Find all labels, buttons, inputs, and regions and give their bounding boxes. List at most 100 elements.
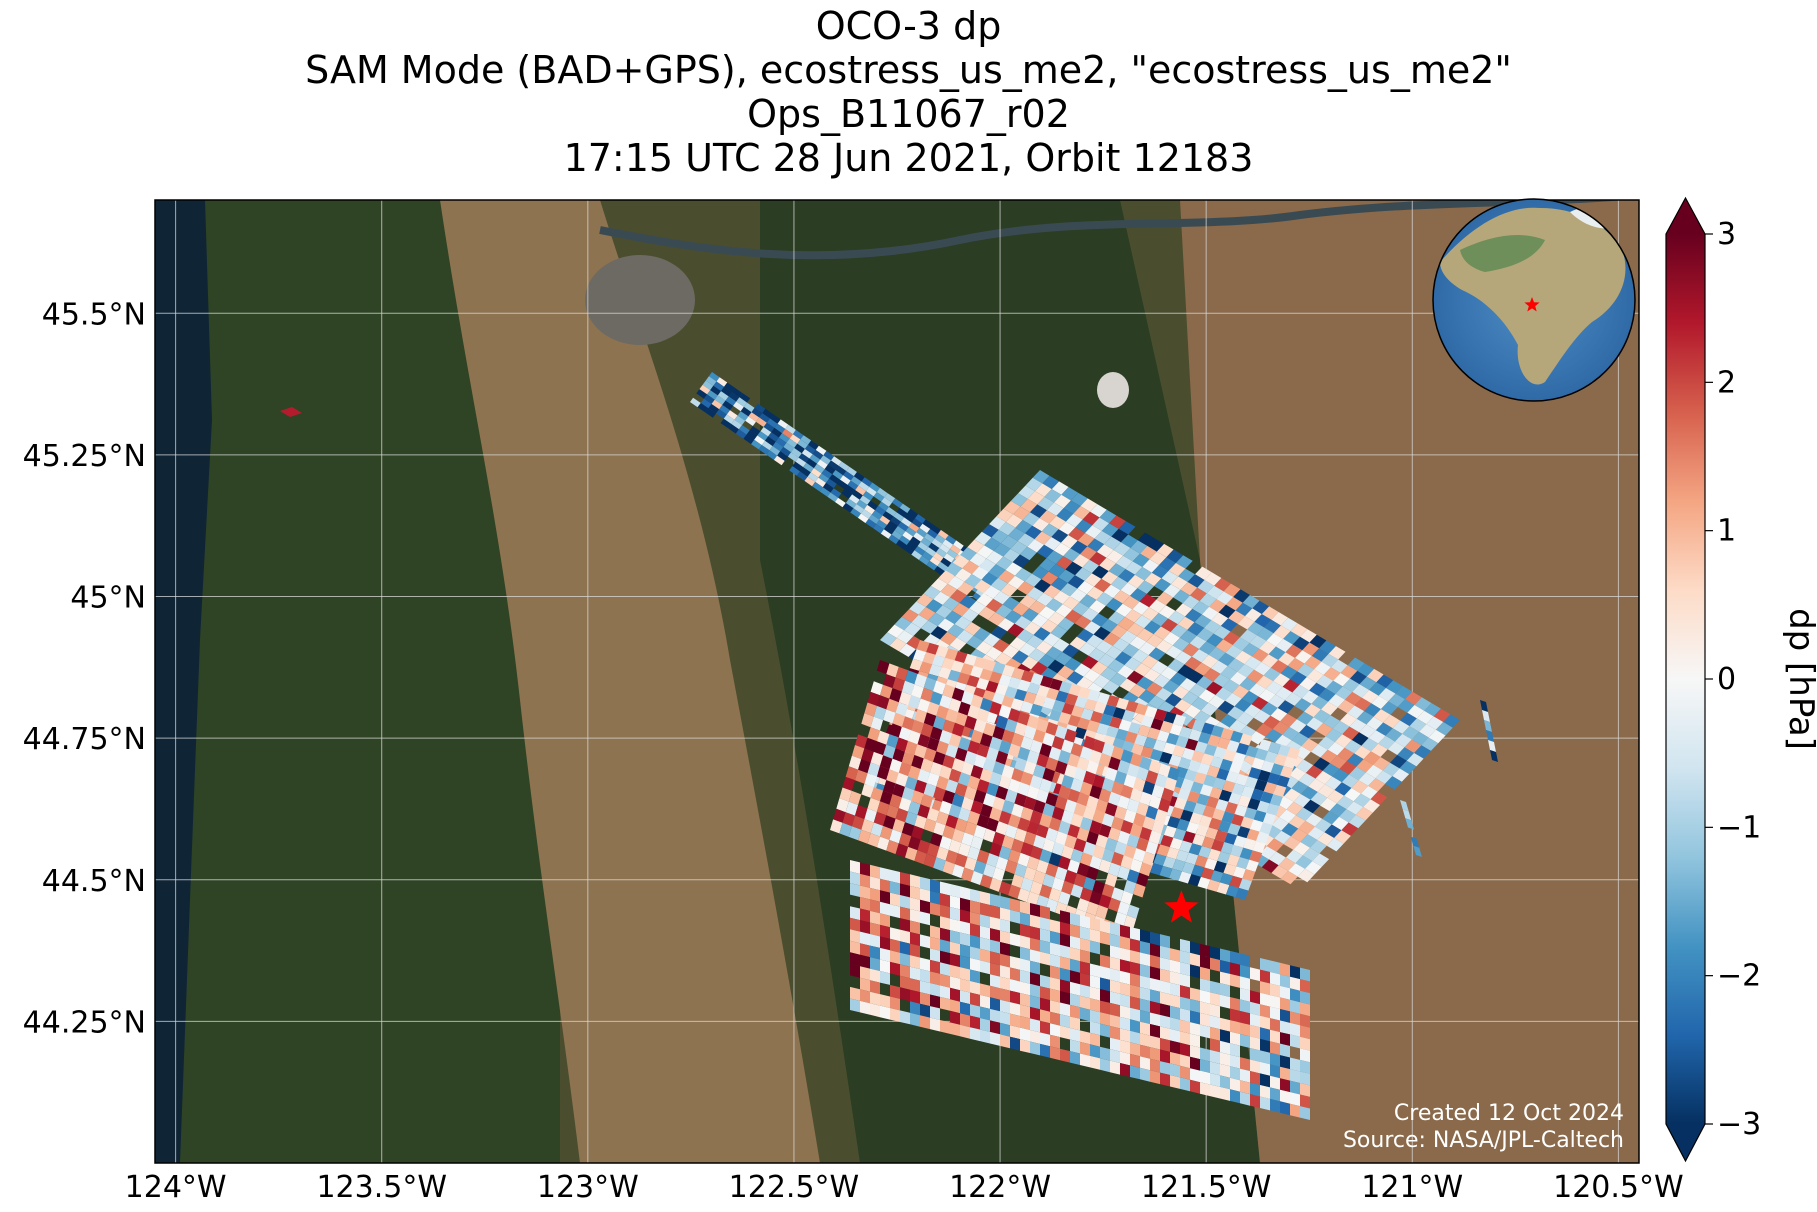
sounding-cell [1226,740,1240,753]
sounding-cell [970,969,980,984]
sounding-cell [1190,1056,1200,1071]
sounding-cell [890,516,901,526]
sounding-cell [1108,791,1121,806]
sounding-cell [884,493,896,503]
sounding-cell [1094,578,1111,593]
sounding-cell [974,579,991,594]
sounding-cell [716,377,728,387]
sounding-cell [1060,933,1070,948]
sounding-cell [1148,795,1162,810]
sounding-cell [746,430,758,440]
sounding-cell [1366,716,1384,731]
sounding-cell [1255,723,1273,737]
sounding-cell [880,890,890,905]
sounding-cell [926,807,940,822]
sounding-cell [1090,998,1100,1013]
lon-tick-label: 123°W [537,1170,639,1205]
sounding-cell [1405,691,1422,705]
sounding-cell [1140,545,1157,560]
sounding-cell [1323,715,1340,729]
sounding-cell [1410,836,1420,848]
sounding-cell [950,918,960,933]
sounding-cell [941,657,955,670]
sounding-cell [1057,617,1075,631]
sounding-cell [1240,1091,1250,1106]
mountain-peak [1097,372,1129,408]
sounding-cell [1232,752,1246,765]
sounding-cell [1220,728,1234,741]
sounding-cell [1005,789,1018,804]
sounding-cell [1140,929,1150,944]
sounding-cell [1135,703,1148,716]
sounding-cell [942,754,955,769]
sounding-cell [910,989,920,1004]
sounding-cell [839,822,852,837]
sounding-cell [1180,582,1198,596]
sounding-cell [1180,962,1190,976]
sounding-cell [985,598,1003,613]
sounding-cell [1078,686,1091,699]
sounding-cell [1030,775,1043,790]
sounding-cell [989,701,1002,716]
sounding-cell [901,680,915,695]
sounding-cell [973,719,987,734]
sounding-cell [905,846,918,861]
sounding-cell [1400,712,1417,727]
sounding-cell [896,539,907,550]
sounding-cell [1225,801,1238,814]
sounding-cell [1395,733,1412,748]
sounding-cell [942,539,954,549]
sounding-cell [990,577,1008,592]
sounding-cell [1166,549,1184,563]
sounding-cell [992,639,1010,653]
sounding-cell [898,726,912,741]
sounding-cell [990,974,1000,989]
sounding-cell [1150,1012,1160,1027]
sounding-cell [1080,972,1090,987]
colorbar-tick-label: −3 [1717,1107,1761,1142]
sounding-cell [933,857,946,872]
sounding-cell [839,787,852,802]
lat-tick-label: 45.25°N [23,439,146,474]
sounding-cell [1141,655,1159,669]
sounding-cell [1364,703,1381,717]
sounding-cell [900,987,910,1002]
sounding-cell [989,807,1002,822]
sounding-cell [1144,572,1162,587]
sounding-cell [892,783,905,798]
sounding-cell [833,808,846,823]
sounding-cell [1095,834,1109,849]
sounding-cell [873,524,884,534]
sounding-cell [1270,1075,1280,1090]
sounding-cell [1105,598,1123,612]
sounding-cell [1170,1040,1180,1055]
sounding-cell [970,911,980,926]
sounding-cell [1103,704,1117,717]
sounding-cell [1270,972,1280,986]
sounding-cell [933,786,946,801]
sounding-cell [969,600,986,615]
sounding-cell [964,574,982,588]
sounding-cell [998,845,1012,860]
sounding-cell [1050,1000,1060,1015]
sounding-cell [970,981,980,995]
sounding-cell [910,885,920,900]
sounding-cell [1192,719,1205,732]
sounding-cell [1033,627,1051,641]
sounding-cell [1098,859,1112,874]
sounding-cell [1257,769,1271,782]
sounding-cell [995,715,1009,730]
sounding-cell [1231,783,1245,796]
sounding-cell [931,538,943,548]
sounding-cell [1005,824,1018,839]
sounding-cell [907,508,919,519]
sounding-cell [990,997,1000,1012]
sounding-cell [949,637,967,651]
sounding-cell [1142,780,1155,795]
figure-title: OCO-3 dp SAM Mode (BAD+GPS), ecostress_u… [0,4,1817,180]
sounding-cell [1115,555,1133,570]
sounding-cell [1313,709,1331,723]
sounding-cell [1220,1017,1230,1032]
sounding-cell [1210,870,1224,883]
sounding-cell [1139,862,1152,877]
